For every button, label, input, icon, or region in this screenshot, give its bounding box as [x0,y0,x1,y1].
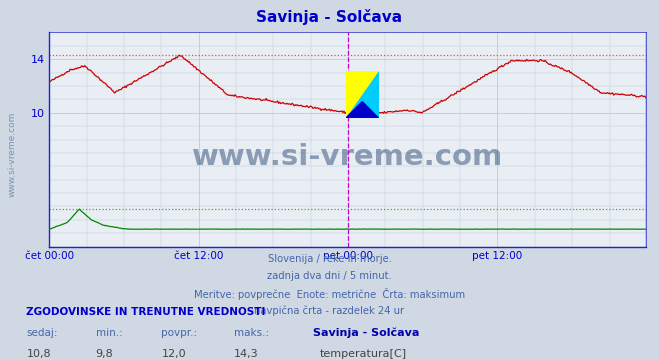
Text: maks.:: maks.: [234,328,269,338]
Text: 12,0: 12,0 [161,349,186,359]
Text: Meritve: povprečne  Enote: metrične  Črta: maksimum: Meritve: povprečne Enote: metrične Črta:… [194,288,465,300]
Text: 9,8: 9,8 [96,349,113,359]
Text: povpr.:: povpr.: [161,328,198,338]
Polygon shape [346,71,379,118]
Text: Savinja - Solčava: Savinja - Solčava [256,9,403,25]
Text: zadnja dva dni / 5 minut.: zadnja dva dni / 5 minut. [267,271,392,281]
Text: sedaj:: sedaj: [26,328,58,338]
Text: min.:: min.: [96,328,123,338]
Polygon shape [346,102,379,118]
Text: Slovenija / reke in morje.: Slovenija / reke in morje. [268,254,391,264]
Text: ZGODOVINSKE IN TRENUTNE VREDNOSTI: ZGODOVINSKE IN TRENUTNE VREDNOSTI [26,307,266,317]
Text: Savinja - Solčava: Savinja - Solčava [313,328,419,338]
Text: temperatura[C]: temperatura[C] [320,349,407,359]
Text: 10,8: 10,8 [26,349,51,359]
Text: www.si-vreme.com: www.si-vreme.com [192,143,503,171]
Text: 14,3: 14,3 [234,349,258,359]
Text: www.si-vreme.com: www.si-vreme.com [8,112,17,198]
Text: navpična črta - razdelek 24 ur: navpična črta - razdelek 24 ur [254,306,405,316]
Polygon shape [346,71,379,118]
